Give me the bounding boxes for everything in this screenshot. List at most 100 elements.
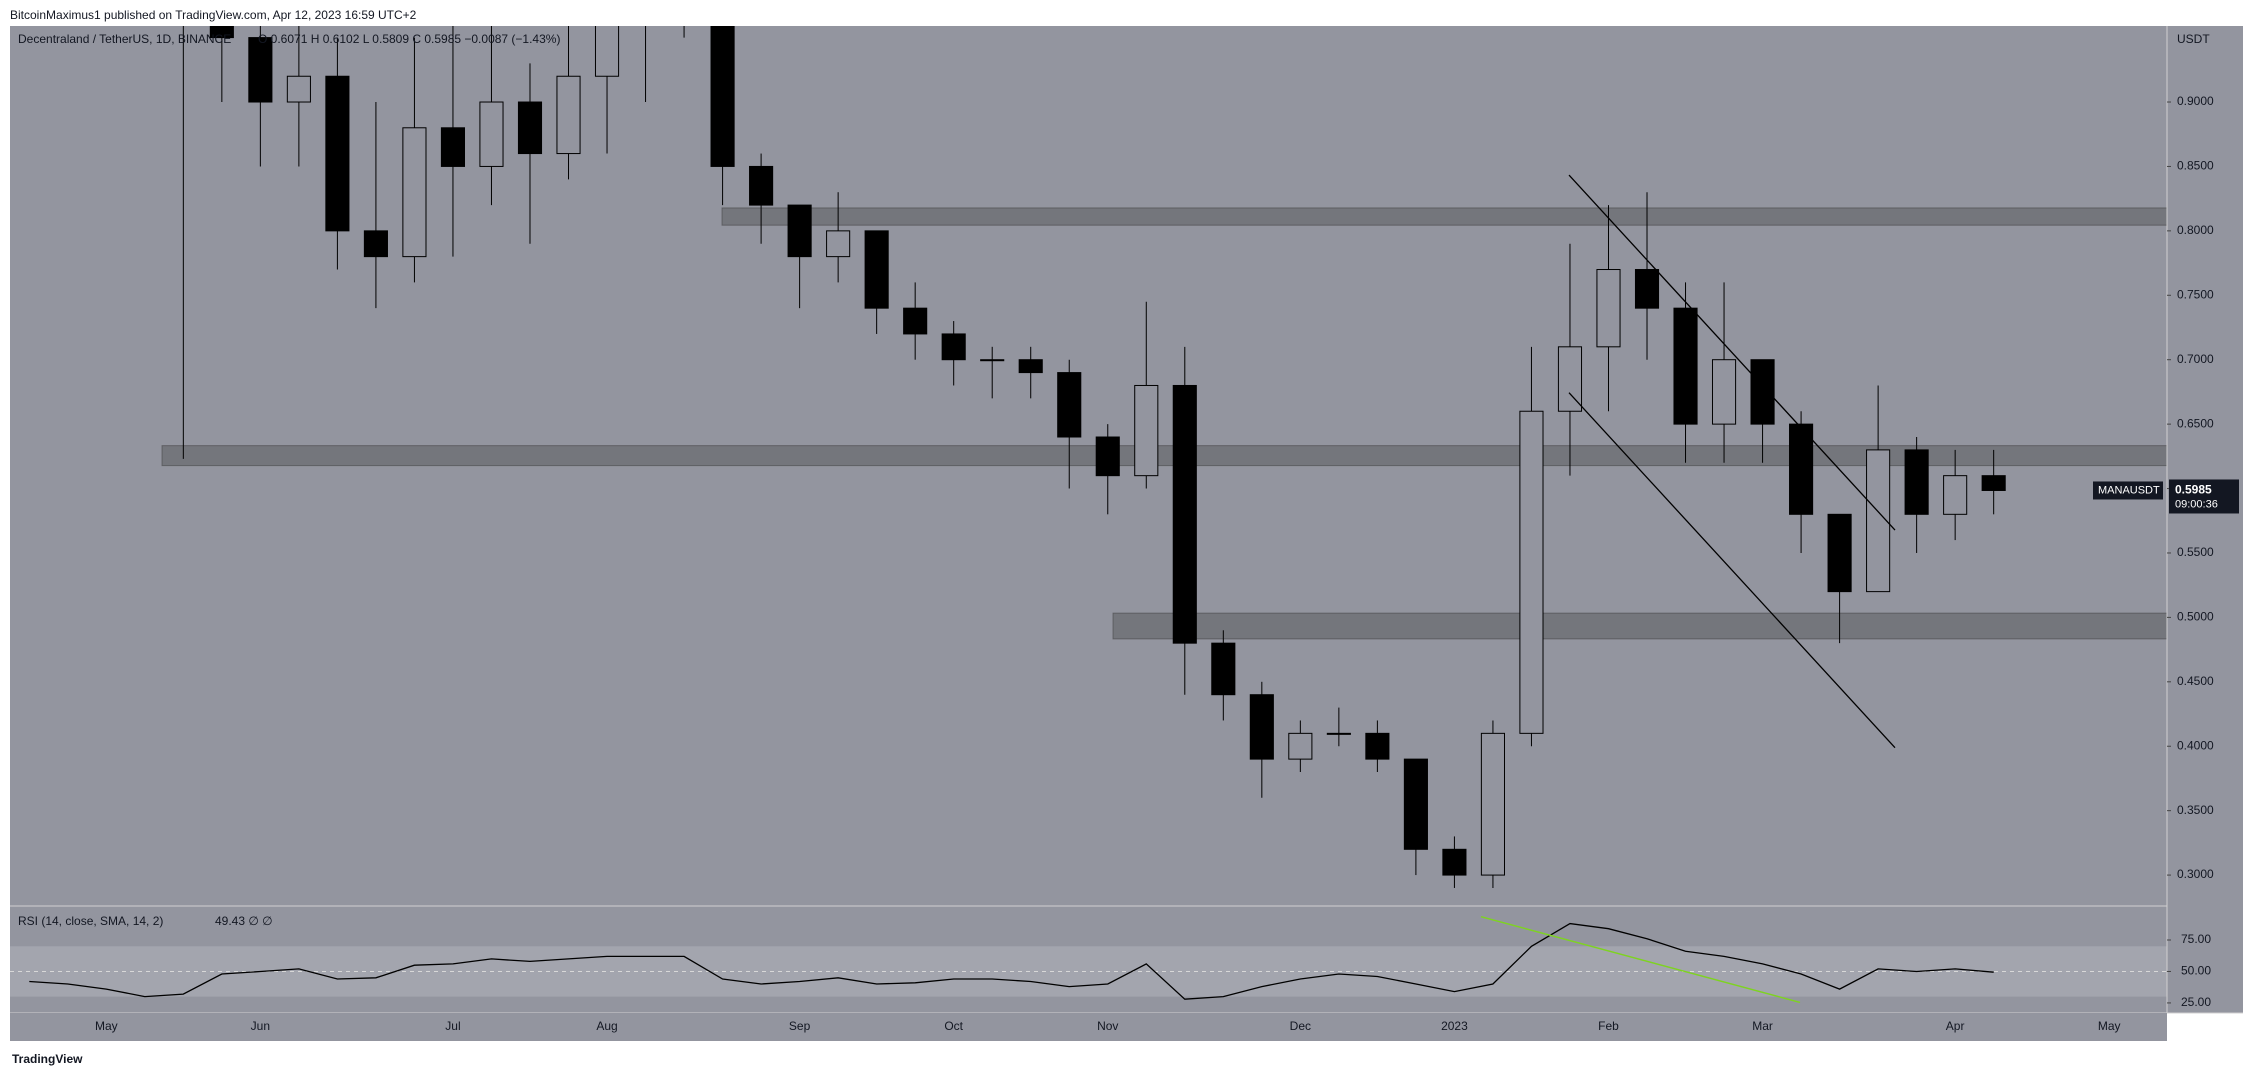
candle-body	[980, 359, 1005, 362]
x-tick-label: Jul	[445, 1019, 460, 1033]
rsi-tick-label: 25.00	[2181, 995, 2211, 1009]
rsi-title: RSI (14, close, SMA, 14, 2)	[18, 914, 163, 928]
rsi-band	[10, 946, 2167, 997]
x-tick-label: Apr	[1946, 1019, 1965, 1033]
candle-body	[864, 230, 889, 309]
candle-body	[1943, 475, 1968, 515]
sr-zone	[1112, 612, 2167, 640]
candle-body	[1018, 359, 1043, 374]
x-tick-label: May	[95, 1019, 118, 1033]
candle-body	[1134, 384, 1159, 477]
x-tick-label: Sep	[789, 1019, 811, 1033]
y-tick-label: 0.9000	[2177, 94, 2214, 108]
sr-zone	[721, 207, 2167, 226]
y-tick-label: 0.4500	[2177, 674, 2214, 688]
trendline	[1568, 174, 1896, 531]
candle-body	[1095, 436, 1120, 477]
price-tag: 0.5985	[2175, 483, 2212, 497]
candle-body	[749, 165, 774, 206]
rsi-tick-label: 75.00	[2181, 932, 2211, 946]
price-title: Decentraland / TetherUS, 1D, BINANCE	[18, 32, 231, 46]
candle-body	[1480, 732, 1505, 876]
candle-body	[1211, 642, 1236, 696]
y-tick-label: 0.3500	[2177, 803, 2214, 817]
candle-body	[1750, 359, 1775, 425]
candle-body	[440, 127, 466, 167]
candle-body	[1403, 758, 1428, 850]
candle-body	[325, 75, 350, 232]
symbol-tag-bg	[2093, 481, 2163, 500]
candle-body	[1866, 449, 1891, 593]
y-tick-label: 0.7000	[2177, 352, 2214, 366]
rsi-pane	[10, 906, 2167, 1013]
y-tick-label: 0.8500	[2177, 159, 2214, 173]
price-pane	[10, 26, 2167, 906]
candle-body	[1365, 732, 1390, 760]
rsi-last: 49.43 ∅ ∅	[215, 914, 273, 928]
candle-body	[209, 26, 234, 39]
candle-body	[1634, 269, 1660, 309]
x-tick-label: Nov	[1097, 1019, 1118, 1033]
candle-body	[1789, 423, 1814, 515]
candle-body	[479, 101, 504, 167]
sr-zone	[161, 445, 2167, 467]
candle-body	[1596, 269, 1621, 348]
candle-body	[903, 307, 928, 335]
candle-body	[787, 204, 812, 258]
rsi-trendline	[1480, 915, 1801, 1004]
candle-body	[1827, 513, 1852, 593]
rsi-tick-label: 50.00	[2181, 964, 2211, 978]
candle-body	[1249, 694, 1274, 760]
x-tick-label: Feb	[1598, 1019, 1619, 1033]
candle-body	[517, 101, 543, 155]
y-tick-label: 0.5000	[2177, 610, 2214, 624]
brand: TradingView	[12, 1052, 83, 1066]
x-tick-label: May	[2098, 1019, 2121, 1033]
candle-body	[941, 333, 966, 361]
x-tick-label: Jun	[251, 1019, 270, 1033]
candle-body	[363, 230, 388, 258]
x-tick-label: Mar	[1752, 1019, 1773, 1033]
countdown: 09:00:36	[2175, 498, 2218, 510]
candle-body	[248, 37, 273, 103]
candle-body	[402, 127, 427, 258]
candle-body	[1981, 475, 2006, 491]
y-tick-label: 0.6500	[2177, 416, 2214, 430]
x-tick-label: Oct	[944, 1019, 963, 1033]
axis-unit: USDT	[2177, 32, 2210, 46]
y-tick-label: 0.4000	[2177, 738, 2214, 752]
candle-body	[1519, 410, 1544, 734]
ohlc: O 0.6071 H 0.6102 L 0.5809 C 0.5985 −0.0…	[258, 32, 560, 46]
x-tick-label: Dec	[1290, 1019, 1311, 1033]
candle-body	[710, 26, 735, 167]
candle-body	[1673, 307, 1698, 425]
x-tick-label: Aug	[596, 1019, 617, 1033]
y-tick-label: 0.3000	[2177, 867, 2214, 881]
candle-body	[1057, 372, 1082, 438]
y-tick-label: 0.7500	[2177, 287, 2214, 301]
candle-body	[826, 230, 851, 258]
candle-body	[1172, 384, 1197, 644]
candle-body	[1711, 359, 1737, 425]
axis-bg	[2167, 26, 2243, 1013]
candle-body	[1904, 449, 1929, 515]
time-bg	[10, 1013, 2167, 1041]
candle-body	[1288, 732, 1313, 760]
trendline	[1568, 392, 1896, 749]
x-tick-label: 2023	[1441, 1019, 1468, 1033]
symbol-tag: MANAUSDT	[2098, 484, 2160, 496]
publisher: BitcoinMaximus1 published on TradingView…	[10, 8, 417, 22]
candle-body	[1442, 848, 1467, 876]
candle-body	[556, 75, 581, 155]
candle-body	[1557, 346, 1583, 412]
candle-body	[286, 75, 311, 103]
price-tag-bg	[2169, 479, 2239, 514]
candle-body	[1326, 732, 1351, 735]
rsi-line	[29, 922, 1994, 1000]
candle-body	[594, 26, 620, 77]
y-tick-label: 0.5500	[2177, 545, 2214, 559]
overlay: 0.30000.35000.40000.45000.50000.55000.60…	[10, 26, 2243, 1041]
y-tick-label: 0.8000	[2177, 223, 2214, 237]
